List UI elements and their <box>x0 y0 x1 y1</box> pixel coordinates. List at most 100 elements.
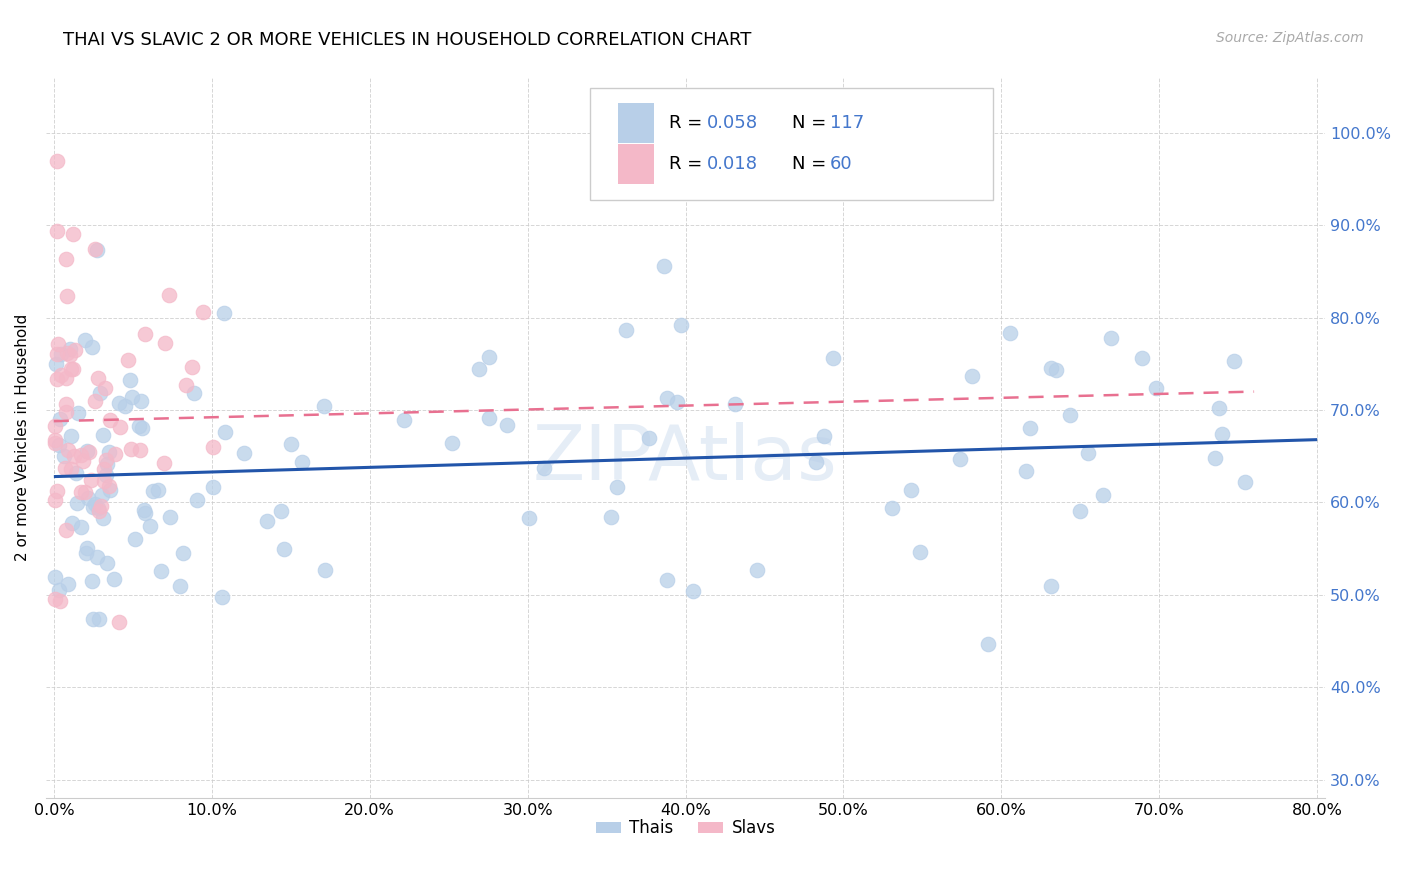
Point <box>49 368 72 382</box>
Point <box>96 452 118 467</box>
Point <box>108 420 131 434</box>
Point <box>90 487 112 501</box>
Point <box>180 360 202 375</box>
Point <box>153 336 176 351</box>
Point <box>682 584 704 599</box>
Point <box>94 381 117 395</box>
Point <box>55 371 77 385</box>
Point <box>478 410 501 425</box>
Point <box>86 501 108 516</box>
Point <box>66 496 89 510</box>
Point <box>96 557 118 571</box>
Point <box>134 506 156 520</box>
Point <box>62 227 84 242</box>
FancyBboxPatch shape <box>617 103 654 143</box>
Point <box>117 353 139 368</box>
Point <box>150 565 173 579</box>
Point <box>46 347 69 361</box>
Point <box>45 372 67 386</box>
Point <box>48 583 70 598</box>
Point <box>97 445 120 459</box>
Point <box>159 510 181 524</box>
Point <box>273 541 295 556</box>
Text: 60: 60 <box>830 155 852 173</box>
Point <box>62 516 84 530</box>
Point <box>46 224 69 238</box>
Point <box>280 436 302 450</box>
Point <box>233 446 256 460</box>
Point <box>121 390 143 404</box>
Point <box>172 546 194 560</box>
Point <box>44 419 66 434</box>
Point <box>211 591 233 605</box>
Point <box>75 546 97 560</box>
Point <box>55 397 77 411</box>
Point <box>114 399 136 413</box>
Point <box>655 391 678 405</box>
Point <box>1091 487 1114 501</box>
Point <box>96 457 118 471</box>
Point <box>53 450 76 464</box>
Text: Source: ZipAtlas.com: Source: ZipAtlas.com <box>1216 31 1364 45</box>
Text: ZIPAtlas: ZIPAtlas <box>533 423 838 497</box>
Point <box>44 435 66 450</box>
Point <box>70 484 93 499</box>
Point <box>141 484 163 499</box>
Point <box>91 511 114 525</box>
Point <box>65 466 87 480</box>
Point <box>671 318 693 332</box>
Point <box>128 419 150 434</box>
Text: 0.018: 0.018 <box>707 155 758 173</box>
Point <box>56 289 79 303</box>
Point <box>84 242 107 256</box>
Point <box>66 406 89 420</box>
Point <box>53 461 76 475</box>
Point <box>1039 579 1062 593</box>
Point <box>214 306 236 320</box>
Text: 0.058: 0.058 <box>707 114 758 132</box>
Point <box>977 637 1000 651</box>
Point <box>813 428 835 442</box>
Point <box>131 420 153 434</box>
Point <box>478 350 501 364</box>
Point <box>100 483 122 497</box>
Point <box>533 460 555 475</box>
Point <box>129 393 152 408</box>
Point <box>48 411 70 425</box>
Point <box>82 612 104 626</box>
Point <box>314 563 336 577</box>
Point <box>73 333 96 347</box>
Point <box>86 549 108 564</box>
Point <box>614 322 637 336</box>
Point <box>1015 464 1038 478</box>
Point <box>1144 381 1167 395</box>
Point <box>91 428 114 442</box>
Point <box>804 455 827 469</box>
Point <box>87 612 110 626</box>
Point <box>1208 401 1230 415</box>
Point <box>146 483 169 497</box>
Point <box>58 442 80 457</box>
Point <box>134 503 156 517</box>
Point <box>49 347 72 361</box>
Point <box>201 480 224 494</box>
Point <box>80 340 103 354</box>
Point <box>63 449 86 463</box>
Point <box>103 447 125 461</box>
FancyBboxPatch shape <box>589 88 993 200</box>
Point <box>128 442 150 457</box>
Point <box>256 515 278 529</box>
Point <box>76 541 98 556</box>
Point <box>191 305 214 319</box>
Point <box>652 260 675 274</box>
Point <box>55 404 77 418</box>
Point <box>517 511 540 525</box>
Point <box>69 448 91 462</box>
Point <box>103 572 125 586</box>
Point <box>312 399 335 413</box>
Point <box>93 474 115 488</box>
Point <box>638 431 661 445</box>
Point <box>80 474 103 488</box>
Point <box>124 532 146 546</box>
Point <box>153 456 176 470</box>
